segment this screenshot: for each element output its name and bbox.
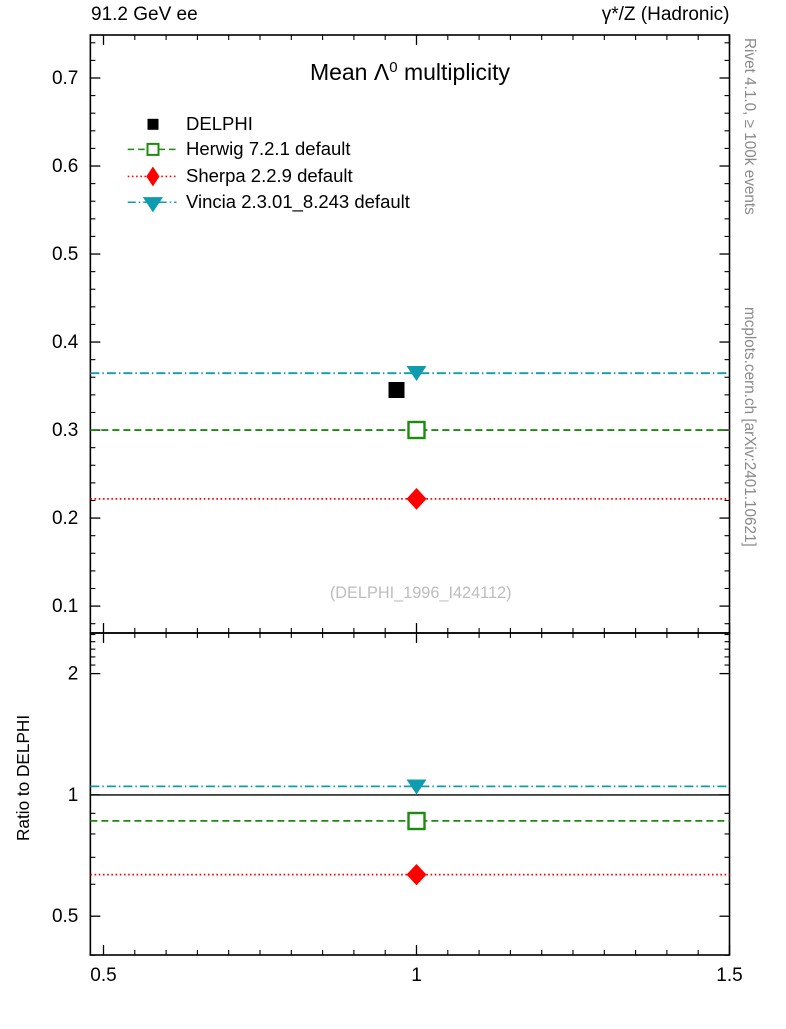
svg-text:0.6: 0.6 [52,156,78,177]
svg-text:0.4: 0.4 [52,332,79,353]
svg-text:Mean Λ0 multiplicity: Mean Λ0 multiplicity [310,59,511,85]
svg-text:0.3: 0.3 [52,420,78,441]
svg-text:Sherpa 2.2.9 default: Sherpa 2.2.9 default [186,165,353,186]
svg-text:1: 1 [411,965,422,986]
svg-text:Herwig 7.2.1 default: Herwig 7.2.1 default [186,138,351,159]
svg-text:0.5: 0.5 [90,965,116,986]
svg-text:Vincia 2.3.01_8.243 default: Vincia 2.3.01_8.243 default [186,191,410,213]
svg-text:γ*/Z (Hadronic): γ*/Z (Hadronic) [602,4,730,25]
svg-text:0.1: 0.1 [52,596,78,617]
svg-text:1: 1 [68,785,79,806]
svg-text:0.5: 0.5 [52,906,78,927]
svg-text:(DELPHI_1996_I424112): (DELPHI_1996_I424112) [330,584,512,602]
svg-text:91.2 GeV ee: 91.2 GeV ee [91,4,198,25]
svg-text:0.5: 0.5 [52,244,78,265]
svg-text:1.5: 1.5 [716,965,742,986]
svg-text:mcplots.cern.ch [arXiv:2401.10: mcplots.cern.ch [arXiv:2401.10621] [741,307,758,547]
svg-text:Ratio to DELPHI: Ratio to DELPHI [13,715,33,841]
svg-text:DELPHI: DELPHI [186,113,253,134]
svg-text:0.7: 0.7 [52,68,78,89]
svg-text:0.2: 0.2 [52,508,78,529]
svg-text:2: 2 [68,664,79,685]
svg-text:Rivet 4.1.0, ≥ 100k events: Rivet 4.1.0, ≥ 100k events [741,38,758,215]
